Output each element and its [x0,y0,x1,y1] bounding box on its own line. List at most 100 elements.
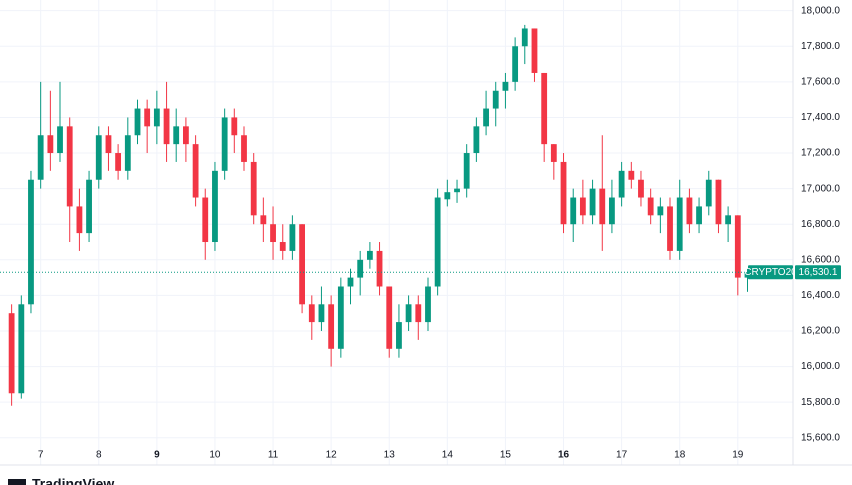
candle-body [124,135,131,171]
candle-body [483,108,489,127]
y-tick-label: 17,800.0 [801,41,840,52]
candle-body [308,304,315,323]
y-tick-label: 17,000.0 [801,183,840,194]
candle-body [444,192,451,200]
candle-body [153,108,160,127]
x-tick-label: 19 [732,450,744,461]
candle-body [579,197,586,216]
candle-body [492,90,499,109]
candle-body [37,135,44,180]
candle-body [734,215,741,278]
candle-body [357,259,364,278]
x-tick-label: 7 [38,450,44,461]
y-tick-label: 17,600.0 [801,76,840,87]
candle-body [182,126,189,145]
candle-body [134,108,141,136]
candle-body [628,170,635,180]
candle-body [279,242,286,251]
x-tick-label: 18 [674,450,686,461]
y-tick-label: 16,200.0 [801,326,840,337]
candle-body [541,72,548,145]
candle-body [599,188,606,225]
candle-body [531,28,538,73]
candle-body [686,197,693,225]
candle-body [86,179,92,234]
candle-body [715,179,722,225]
y-tick-label: 16,000.0 [801,361,840,372]
candle-body [76,206,83,234]
candle-body [57,126,63,154]
x-tick-label: 9 [154,450,160,461]
candle-body [415,304,422,323]
candle-body [47,135,54,154]
candle-body [647,197,654,216]
candle-body [570,197,577,225]
candle-body [231,117,238,136]
last-price-box [795,265,841,280]
symbol-label: CRYPTO20 [744,267,797,278]
candle-body [337,286,344,349]
candle-body [260,215,267,225]
y-tick-label: 16,800.0 [801,219,840,230]
y-tick-label: 17,200.0 [801,148,840,159]
candle-body [725,215,732,225]
candle-body [289,224,296,251]
y-tick-label: 18,000.0 [801,5,840,16]
candle-body [705,179,712,207]
candle-body [144,108,151,127]
candle-body [347,277,354,287]
candle-body [66,126,73,207]
candle-body [638,179,644,198]
candle-body [667,206,673,251]
candle-body [550,144,557,162]
candle-body [609,197,615,225]
candle-body [696,206,702,225]
candle-body [318,304,325,323]
y-tick-label: 16,600.0 [801,254,840,265]
y-tick-label: 16,400.0 [801,290,840,301]
candle-body [618,170,625,198]
candle-body [212,170,218,243]
candle-body [221,117,228,171]
x-tick-label: 15 [500,450,512,461]
candle-body [473,126,480,154]
candles [0,24,793,406]
logo: TradingView [8,476,114,485]
symbol-label-box [748,265,793,280]
candle-body [434,197,441,287]
candle-body [270,224,276,243]
candle-body [250,161,257,216]
last-price-label: 16,530.1 [799,267,838,278]
candle-body [386,286,393,349]
candle-body [521,28,528,47]
candle-body [425,286,431,323]
x-tick-label: 12 [326,450,338,461]
candle-body [376,250,383,287]
candle-body [115,153,122,171]
candle-body [173,126,180,145]
candle-body [192,144,199,198]
x-tick-label: 10 [209,450,221,461]
candle-body [366,250,373,260]
candle-body [657,206,664,216]
y-tick-label: 15,800.0 [801,397,840,408]
candle-body [299,224,306,305]
x-tick-label: 8 [96,450,102,461]
candle-body [396,322,402,349]
axes: 15,600.0 15,800.0 16,000.0 16,200.0 16,400.0… [38,5,841,461]
candle-body [163,108,170,145]
x-tick-label: 16 [558,450,570,461]
candle-body [454,188,460,193]
candle-body [589,188,596,216]
x-tick-label: 14 [442,450,454,461]
candle-body [8,313,15,394]
x-tick-label: 17 [616,450,628,461]
candle-body [28,179,34,305]
x-tick-label: 13 [384,450,396,461]
candle-body [241,135,247,162]
candle-body [105,135,112,154]
candle-body [676,197,683,251]
logo-icon [8,479,26,485]
candle-body [95,135,102,180]
